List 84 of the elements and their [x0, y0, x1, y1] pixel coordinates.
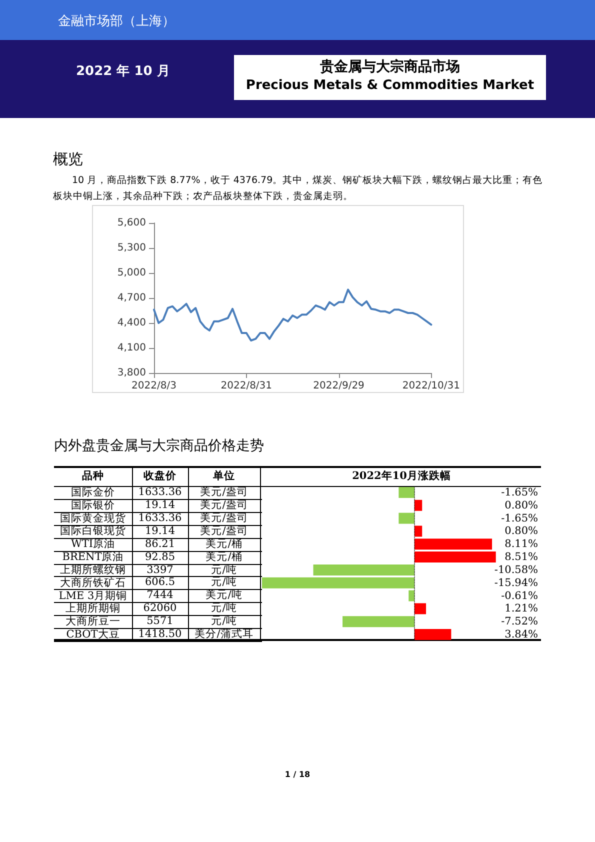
text: 7444	[146, 589, 174, 602]
y-tick-label: LME 3月期铜	[58, 590, 128, 602]
text: 1633.36	[137, 512, 183, 525]
y-axis-title: 品种	[81, 469, 105, 484]
text: 62060	[142, 602, 178, 616]
bar	[398, 512, 414, 524]
data-label: -15.94%	[494, 576, 538, 589]
y-tick-label: 大商所豆一	[66, 614, 120, 628]
text: Precious Metals & Commodities Market	[244, 78, 536, 93]
text: 元/吨	[210, 602, 238, 616]
y-tick-label: 5,600	[117, 218, 146, 228]
text: 金融市场部（上海）	[58, 13, 175, 30]
chart-title: 2022年10月涨跌幅	[351, 469, 452, 484]
text: 单位	[212, 469, 236, 484]
y-tick-label: 上期所期铜	[66, 602, 120, 615]
y-tick-label: 国际银价	[71, 499, 115, 512]
y-tick-label: 大商所铁矿石	[60, 576, 126, 589]
y-tick-label: 国际白银现货	[60, 525, 126, 538]
bar	[414, 603, 426, 614]
y-tick-label: 国际黄金现货	[60, 511, 126, 524]
y-tick-label: 5,000	[117, 268, 146, 278]
text: 1418.50	[137, 628, 183, 641]
text: 元/吨	[210, 576, 238, 590]
text: 美元/盎司	[199, 524, 249, 538]
text: 美元/盎司	[199, 498, 249, 512]
data-label: -10.58%	[494, 564, 538, 576]
text: 606.5	[144, 576, 176, 590]
data-label: -1.65%	[501, 486, 538, 498]
text: 美分/蒲式耳	[194, 628, 254, 641]
text: 1633.36	[137, 486, 183, 499]
data-label: -0.61%	[501, 590, 538, 602]
text: 1 / 18	[284, 770, 312, 779]
data-label: 1.21%	[504, 602, 538, 615]
x-tick-label: 2022/8/3	[132, 380, 176, 392]
data-label: -7.52%	[501, 616, 538, 628]
text: 内外盘贵金属与大宗商品价格走势	[54, 437, 264, 455]
data-label: 0.80%	[504, 525, 538, 538]
bar	[414, 500, 422, 511]
text: 美元/盎司	[199, 512, 249, 525]
text: 92.85	[144, 550, 176, 564]
data-label: 8.11%	[504, 538, 538, 550]
text: 3397	[146, 564, 174, 576]
data-label: 8.51%	[504, 551, 538, 564]
x-tick-label: 2022/10/31	[402, 380, 460, 392]
bar	[398, 486, 414, 498]
text: 5571	[146, 615, 174, 628]
y-tick-label: 3,800	[117, 368, 146, 378]
text: 贵金属与大宗商品市场	[319, 58, 461, 76]
text: 元/吨	[210, 615, 238, 628]
y-tick-label: 上期所螺纹钢	[60, 562, 126, 576]
x-tick-label: 2022/8/31	[220, 380, 272, 392]
bar	[414, 526, 422, 537]
y-tick-label: CBOT大豆	[66, 628, 120, 641]
bar	[342, 616, 414, 628]
y-tick-label: 5,300	[117, 242, 146, 254]
text: 19.14	[144, 524, 176, 538]
text: 86.21	[144, 538, 176, 551]
bar	[313, 564, 414, 576]
y-tick-label: 4,700	[117, 292, 146, 304]
bar	[408, 590, 414, 602]
y-tick-label: 4,400	[117, 318, 146, 328]
text: 美元/吨	[204, 589, 244, 602]
text: 10 月，商品指数下跌 8.77%，收于 4376.79。其中，煤炭、钢矿板块大幅下跌，螺纹钢占最大比重；有色板块中铜上涨，其余品种下跌；农产品板块整体下跌，贵金属走弱。	[53, 174, 544, 204]
data-label: 0.80%	[504, 499, 538, 512]
y-tick-label: 4,100	[117, 342, 146, 354]
text: 2022 年 10 月	[76, 63, 170, 80]
x-tick-label: 2022/9/29	[313, 380, 364, 392]
chart-title: 概览	[53, 150, 83, 169]
text: 美元/桶	[204, 538, 244, 551]
bar	[414, 629, 452, 640]
text: 美元/桶	[204, 550, 244, 564]
y-tick-label: WTI原油	[71, 537, 115, 550]
bar	[262, 577, 414, 588]
text: 元/吨	[210, 564, 238, 576]
text: 美元/盎司	[199, 486, 249, 499]
text: 19.14	[144, 498, 176, 512]
bar	[414, 552, 496, 563]
y-tick-label: BRENT原油	[62, 550, 124, 564]
data-label: 3.84%	[504, 628, 538, 641]
text: 收盘价	[142, 469, 178, 484]
line-series	[153, 288, 432, 342]
data-label: -1.65%	[501, 512, 538, 524]
bar	[414, 538, 492, 550]
y-tick-label: 国际金价	[71, 486, 115, 498]
